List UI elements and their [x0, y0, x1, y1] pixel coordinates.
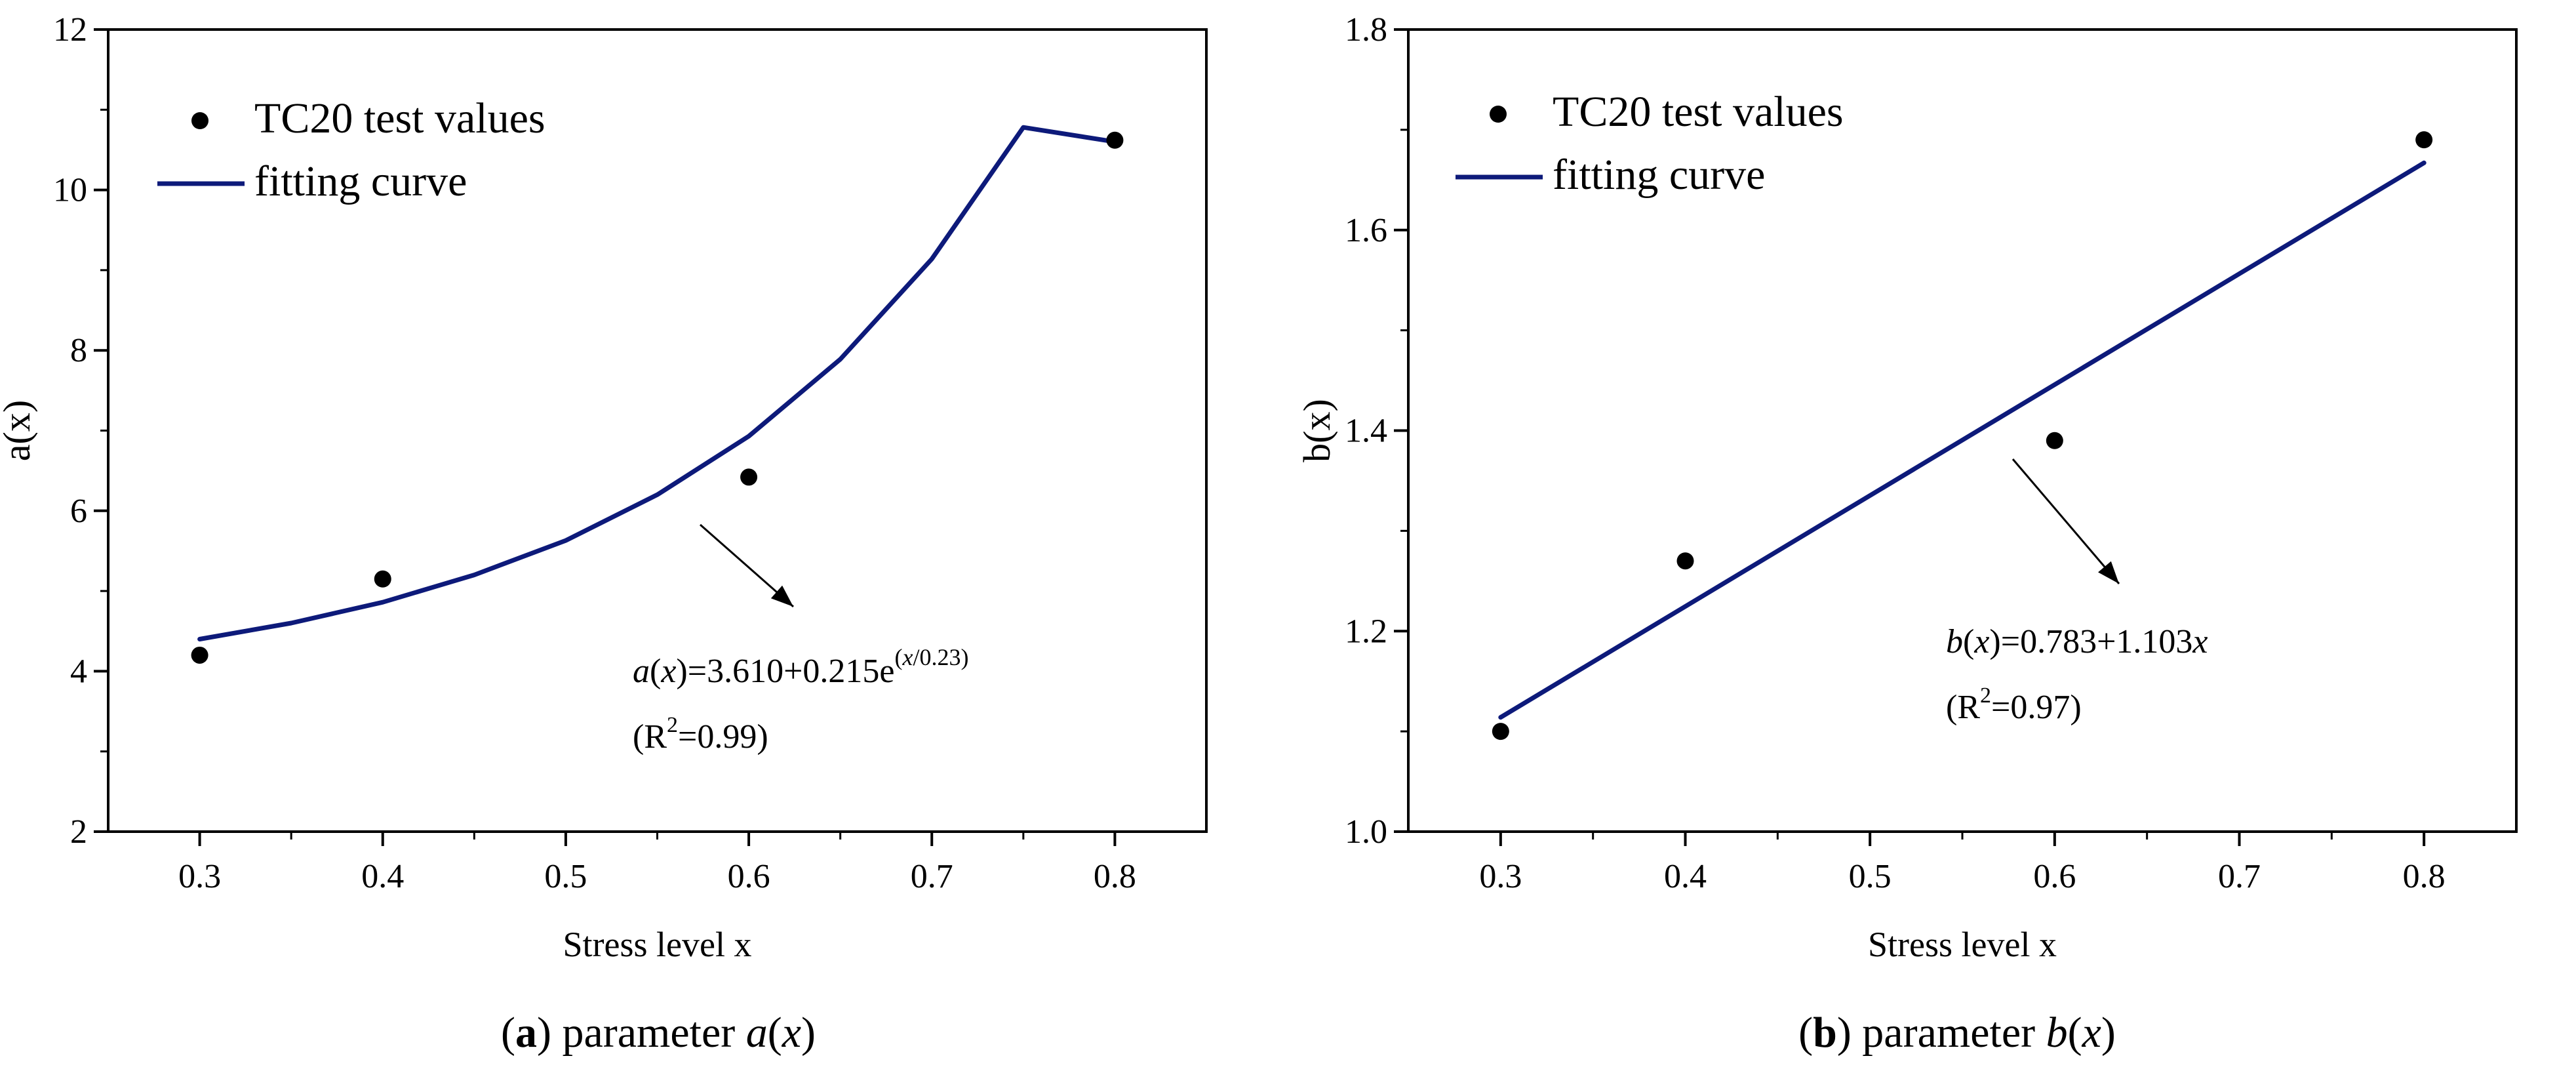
formula-paren: (	[650, 653, 661, 690]
y-tick-label: 8	[70, 332, 87, 369]
formula-fn-name: a	[633, 653, 650, 690]
x-axis-label: Stress level x	[1868, 925, 2057, 964]
y-tick-label: 6	[70, 493, 87, 530]
annotation-r-squared: (R2=0.99)	[633, 713, 768, 756]
y-tick-label: 2	[70, 813, 87, 851]
r2-text: (R	[1946, 689, 1980, 726]
data-point	[1492, 723, 1509, 740]
legend-marker-test-values	[191, 112, 208, 129]
formula-body: )=0.783+1.103	[1989, 623, 2192, 660]
y-axis-label: b(x)	[1296, 399, 1338, 462]
x-tick-label: 0.6	[2033, 858, 2076, 895]
annotation-formula: b(x)=0.783+1.103x	[1946, 623, 2208, 660]
annotation-r-squared: (R2=0.97)	[1946, 683, 2082, 726]
x-axis-label: Stress level x	[563, 925, 752, 964]
y-tick-label: 1.6	[1345, 212, 1387, 249]
caption-fn-name: a	[746, 1009, 768, 1057]
x-tick-label: 0.4	[1664, 858, 1707, 895]
r2-text: (R	[633, 718, 667, 756]
r2-superscript: 2	[1980, 683, 1991, 708]
data-point	[1106, 131, 1124, 149]
caption-paren: (	[1798, 1009, 1813, 1057]
formula-body: )=3.610+0.215e	[676, 653, 894, 690]
x-tick-label: 0.8	[1094, 858, 1136, 895]
data-point	[740, 468, 758, 486]
caption-fn-name: b	[2046, 1009, 2068, 1057]
caption-text: )	[2101, 1009, 2116, 1057]
formula-var: x	[2192, 623, 2208, 660]
formula-var: x	[660, 653, 676, 690]
caption-text: parameter	[562, 1009, 745, 1057]
data-point	[2046, 432, 2063, 449]
formula-var: x	[1973, 623, 1989, 660]
y-tick-label: 1.4	[1345, 413, 1387, 450]
y-tick-label: 4	[70, 653, 87, 690]
panel-caption: (b) parameter b(x)	[1798, 1009, 2116, 1057]
caption-text: )	[801, 1009, 816, 1057]
caption-text: (	[768, 1009, 782, 1057]
data-point	[1676, 552, 1694, 570]
legend-label-fitting-curve: fitting curve	[254, 157, 467, 205]
panel-caption: (a) parameter a(x)	[501, 1009, 816, 1057]
caption-var: x	[782, 1009, 801, 1057]
chart-panel-b: 0.3 0.4 0.5 0.6 0.7 0.8 1.0 1.2 1.4 1.6 1.8 Stress …	[1296, 11, 2518, 1057]
chart-panel-a: 0.3 0.4 0.5 0.6 0.7 0.8 2 4 6 8 10 12 Stress level x…	[0, 11, 1208, 1057]
y-tick-label: 12	[53, 11, 87, 49]
formula-paren: (	[1963, 623, 1974, 660]
x-tick-label: 0.4	[361, 858, 404, 895]
caption-letter: a	[515, 1009, 537, 1057]
annotation-arrow-line	[2011, 458, 2120, 584]
y-tick-label: 1.0	[1345, 813, 1387, 851]
formula-exponent: (	[894, 644, 902, 670]
annotation-arrow-head	[770, 585, 793, 607]
caption-paren: (	[501, 1009, 515, 1057]
legend-label-fitting-curve: fitting curve	[1553, 151, 1765, 199]
r2-text: =0.99)	[678, 718, 768, 756]
formula-fn-name: b	[1946, 623, 1963, 660]
x-tick-label: 0.7	[911, 858, 953, 895]
x-tick-label: 0.7	[2218, 858, 2261, 895]
data-point	[191, 646, 208, 664]
annotation-formula: a(x)=3.610+0.215e(x/0.23)	[633, 644, 968, 690]
x-tick-label: 0.3	[178, 858, 221, 895]
r2-text: =0.97)	[1991, 689, 2082, 726]
data-point	[374, 570, 391, 588]
y-tick-label: 1.2	[1345, 613, 1387, 650]
caption-text: (	[2068, 1009, 2082, 1057]
plot-frame	[107, 28, 1208, 833]
legend-label-test-values: TC20 test values	[254, 94, 545, 142]
x-tick-label: 0.6	[728, 858, 770, 895]
caption-paren: )	[537, 1009, 562, 1057]
x-tick-label: 0.3	[1479, 858, 1522, 895]
x-tick-label: 0.5	[1849, 858, 1892, 895]
caption-text: parameter	[1862, 1009, 2046, 1057]
caption-var: x	[2082, 1009, 2101, 1057]
formula-exponent: /0.23)	[913, 644, 968, 670]
x-tick-label: 0.8	[2403, 858, 2446, 895]
data-point	[2415, 131, 2433, 149]
caption-paren: )	[1837, 1009, 1862, 1057]
legend-label-test-values: TC20 test values	[1553, 88, 1844, 136]
annotation-arrow-head	[2098, 561, 2119, 584]
r2-superscript: 2	[667, 713, 678, 737]
fitting-curve-line	[1498, 160, 2427, 720]
legend-marker-test-values	[1490, 106, 1507, 123]
x-tick-label: 0.5	[544, 858, 587, 895]
y-axis-label: a(x)	[0, 400, 38, 461]
fitting-curve-line	[197, 125, 1117, 641]
caption-letter: b	[1813, 1009, 1837, 1057]
formula-exponent: x	[902, 644, 913, 670]
y-tick-label: 1.8	[1345, 11, 1387, 49]
y-tick-label: 10	[53, 172, 87, 209]
